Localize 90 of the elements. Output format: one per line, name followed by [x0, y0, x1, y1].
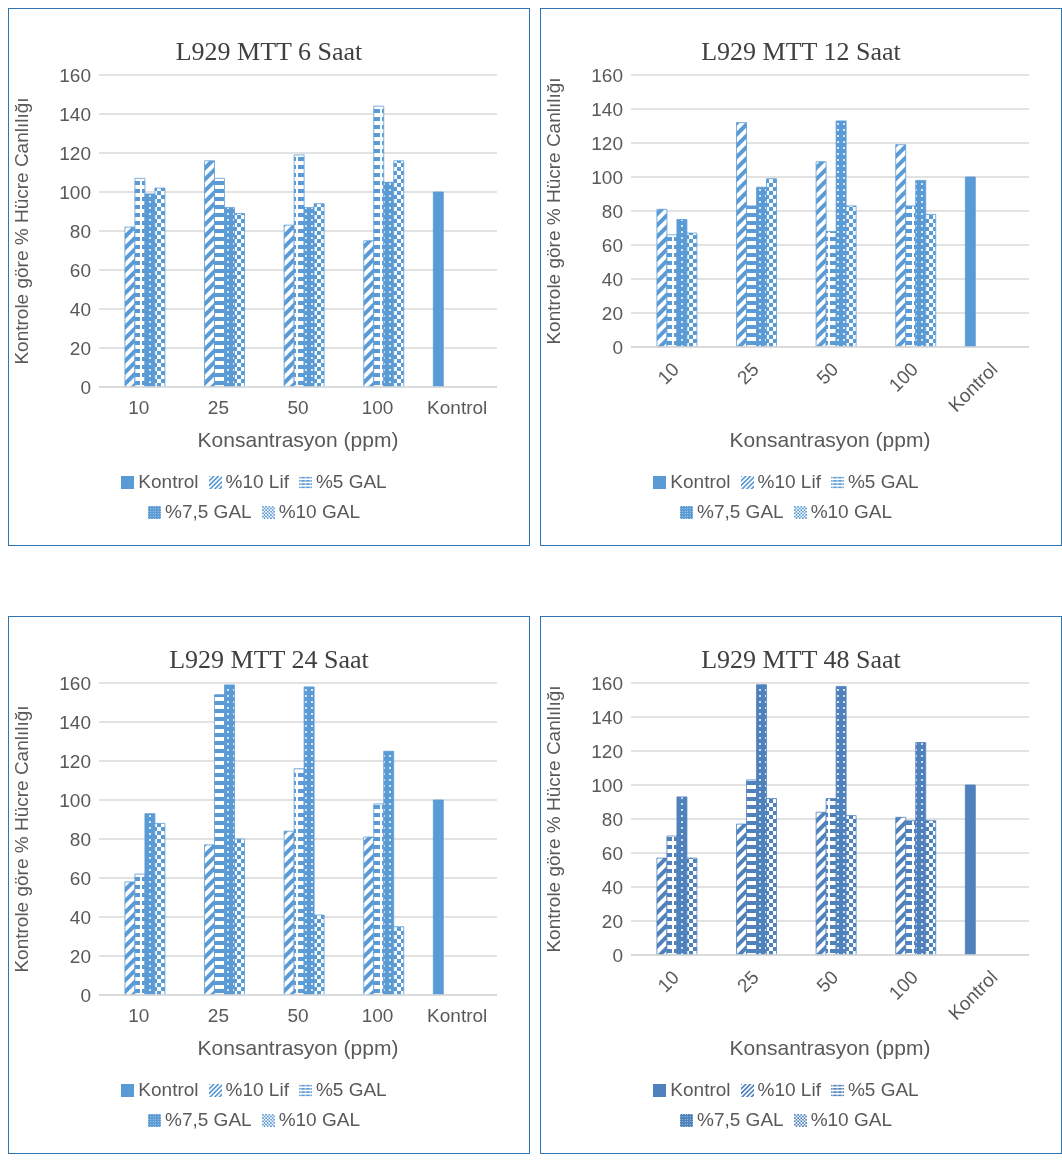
- legend-label: %7,5 GAL: [697, 501, 784, 522]
- x-tick-label: Kontrol: [427, 397, 488, 419]
- y-tick-label: 160: [59, 672, 91, 694]
- legend-label: %10 GAL: [810, 501, 892, 522]
- y-tick-label: 140: [59, 103, 91, 125]
- y-tick-label: 40: [69, 906, 91, 928]
- y-tick-label: 80: [69, 220, 91, 242]
- y-tick-label: 0: [80, 984, 91, 1006]
- y-tick-label: 40: [69, 298, 91, 320]
- y-tick-label: 120: [591, 740, 623, 762]
- chart-title: L929 MTT 12 Saat: [701, 37, 901, 66]
- x-axis-title: Konsantrasyon (ppm): [729, 428, 931, 451]
- x-tick-label: 100: [884, 358, 922, 396]
- y-tick-label: 140: [591, 98, 623, 120]
- legend-label: %5 GAL: [315, 1079, 387, 1100]
- x-tick-label: 25: [732, 358, 763, 389]
- y-tick-label: 20: [69, 945, 91, 967]
- x-axis-title: Konsantrasyon (ppm): [729, 1036, 931, 1059]
- y-tick-label: 100: [59, 789, 91, 811]
- x-tick-label: 100: [884, 966, 922, 1004]
- y-axis-title: Kontrole göre % Hücre Canlılığı: [542, 77, 564, 345]
- legend-label: %10 Lif: [757, 471, 821, 492]
- y-tick-label: 160: [591, 64, 623, 86]
- bar: [964, 176, 976, 347]
- x-tick-label: 100: [361, 1005, 394, 1027]
- y-tick-label: 80: [601, 200, 623, 222]
- y-tick-label: 120: [59, 750, 91, 772]
- y-tick-label: 20: [69, 337, 91, 359]
- y-axis-title: Kontrole göre % Hücre Canlılığı: [10, 97, 32, 365]
- y-tick-label: 40: [601, 876, 623, 898]
- y-tick-label: 120: [59, 142, 91, 164]
- x-tick-label: 25: [207, 1005, 229, 1027]
- x-tick-label: 50: [812, 358, 843, 389]
- legend-label: %10 GAL: [278, 1109, 360, 1130]
- y-tick-label: 120: [591, 132, 623, 154]
- x-tick-label: Kontrol: [427, 1005, 488, 1027]
- y-tick-label: 100: [591, 774, 623, 796]
- y-tick-label: 100: [591, 166, 623, 188]
- y-axis-title: Kontrole göre % Hücre Canlılığı: [10, 705, 32, 973]
- legend-label: %10 GAL: [810, 1109, 892, 1130]
- x-tick-label: 100: [361, 397, 394, 419]
- x-tick-label: 10: [128, 397, 150, 419]
- y-tick-label: 0: [612, 944, 623, 966]
- legend-label: %5 GAL: [315, 471, 387, 492]
- y-tick-label: 60: [601, 234, 623, 256]
- legend-label: %7,5 GAL: [165, 501, 252, 522]
- x-tick-label: 50: [287, 397, 309, 419]
- y-tick-label: 60: [69, 867, 91, 889]
- y-tick-label: 0: [80, 376, 91, 398]
- y-tick-label: 20: [601, 910, 623, 932]
- x-tick-label: 10: [128, 1005, 150, 1027]
- y-tick-label: 60: [601, 842, 623, 864]
- x-tick-label: 25: [207, 397, 229, 419]
- legend-label: %10 Lif: [757, 1079, 821, 1100]
- legend-label: Kontrol: [138, 471, 199, 492]
- chart-title: L929 MTT 48 Saat: [701, 645, 901, 674]
- bar: [432, 799, 444, 995]
- legend-label: %10 GAL: [278, 501, 360, 522]
- y-tick-label: 160: [591, 672, 623, 694]
- y-tick-label: 140: [591, 706, 623, 728]
- y-tick-label: 0: [612, 336, 623, 358]
- x-tick-label: 50: [812, 966, 843, 997]
- x-axis-title: Konsantrasyon (ppm): [197, 1036, 399, 1059]
- legend-label: Kontrol: [670, 471, 731, 492]
- legend-label: %7,5 GAL: [697, 1109, 784, 1130]
- y-tick-label: 80: [601, 808, 623, 830]
- legend-label: %10 Lif: [225, 471, 289, 492]
- x-tick-label: 50: [287, 1005, 309, 1027]
- y-tick-label: 20: [601, 302, 623, 324]
- y-tick-label: 60: [69, 259, 91, 281]
- chart-title: L929 MTT 6 Saat: [175, 37, 363, 66]
- legend-label: %5 GAL: [847, 1079, 919, 1100]
- x-tick-label: 10: [653, 966, 684, 997]
- y-axis-title: Kontrole göre % Hücre Canlılığı: [542, 685, 564, 953]
- legend-label: %5 GAL: [847, 471, 919, 492]
- x-tick-label: 25: [732, 966, 763, 997]
- x-tick-label: 10: [653, 358, 684, 389]
- y-tick-label: 160: [59, 64, 91, 86]
- legend-label: Kontrol: [670, 1079, 731, 1100]
- bar: [964, 784, 976, 955]
- bar: [432, 191, 444, 387]
- legend-label: Kontrol: [138, 1079, 199, 1100]
- legend-label: %7,5 GAL: [165, 1109, 252, 1130]
- y-tick-label: 80: [69, 828, 91, 850]
- y-tick-label: 40: [601, 268, 623, 290]
- legend-label: %10 Lif: [225, 1079, 289, 1100]
- x-axis-title: Konsantrasyon (ppm): [197, 428, 399, 451]
- chart-title: L929 MTT 24 Saat: [169, 645, 369, 674]
- y-tick-label: 140: [59, 711, 91, 733]
- y-tick-label: 100: [59, 181, 91, 203]
